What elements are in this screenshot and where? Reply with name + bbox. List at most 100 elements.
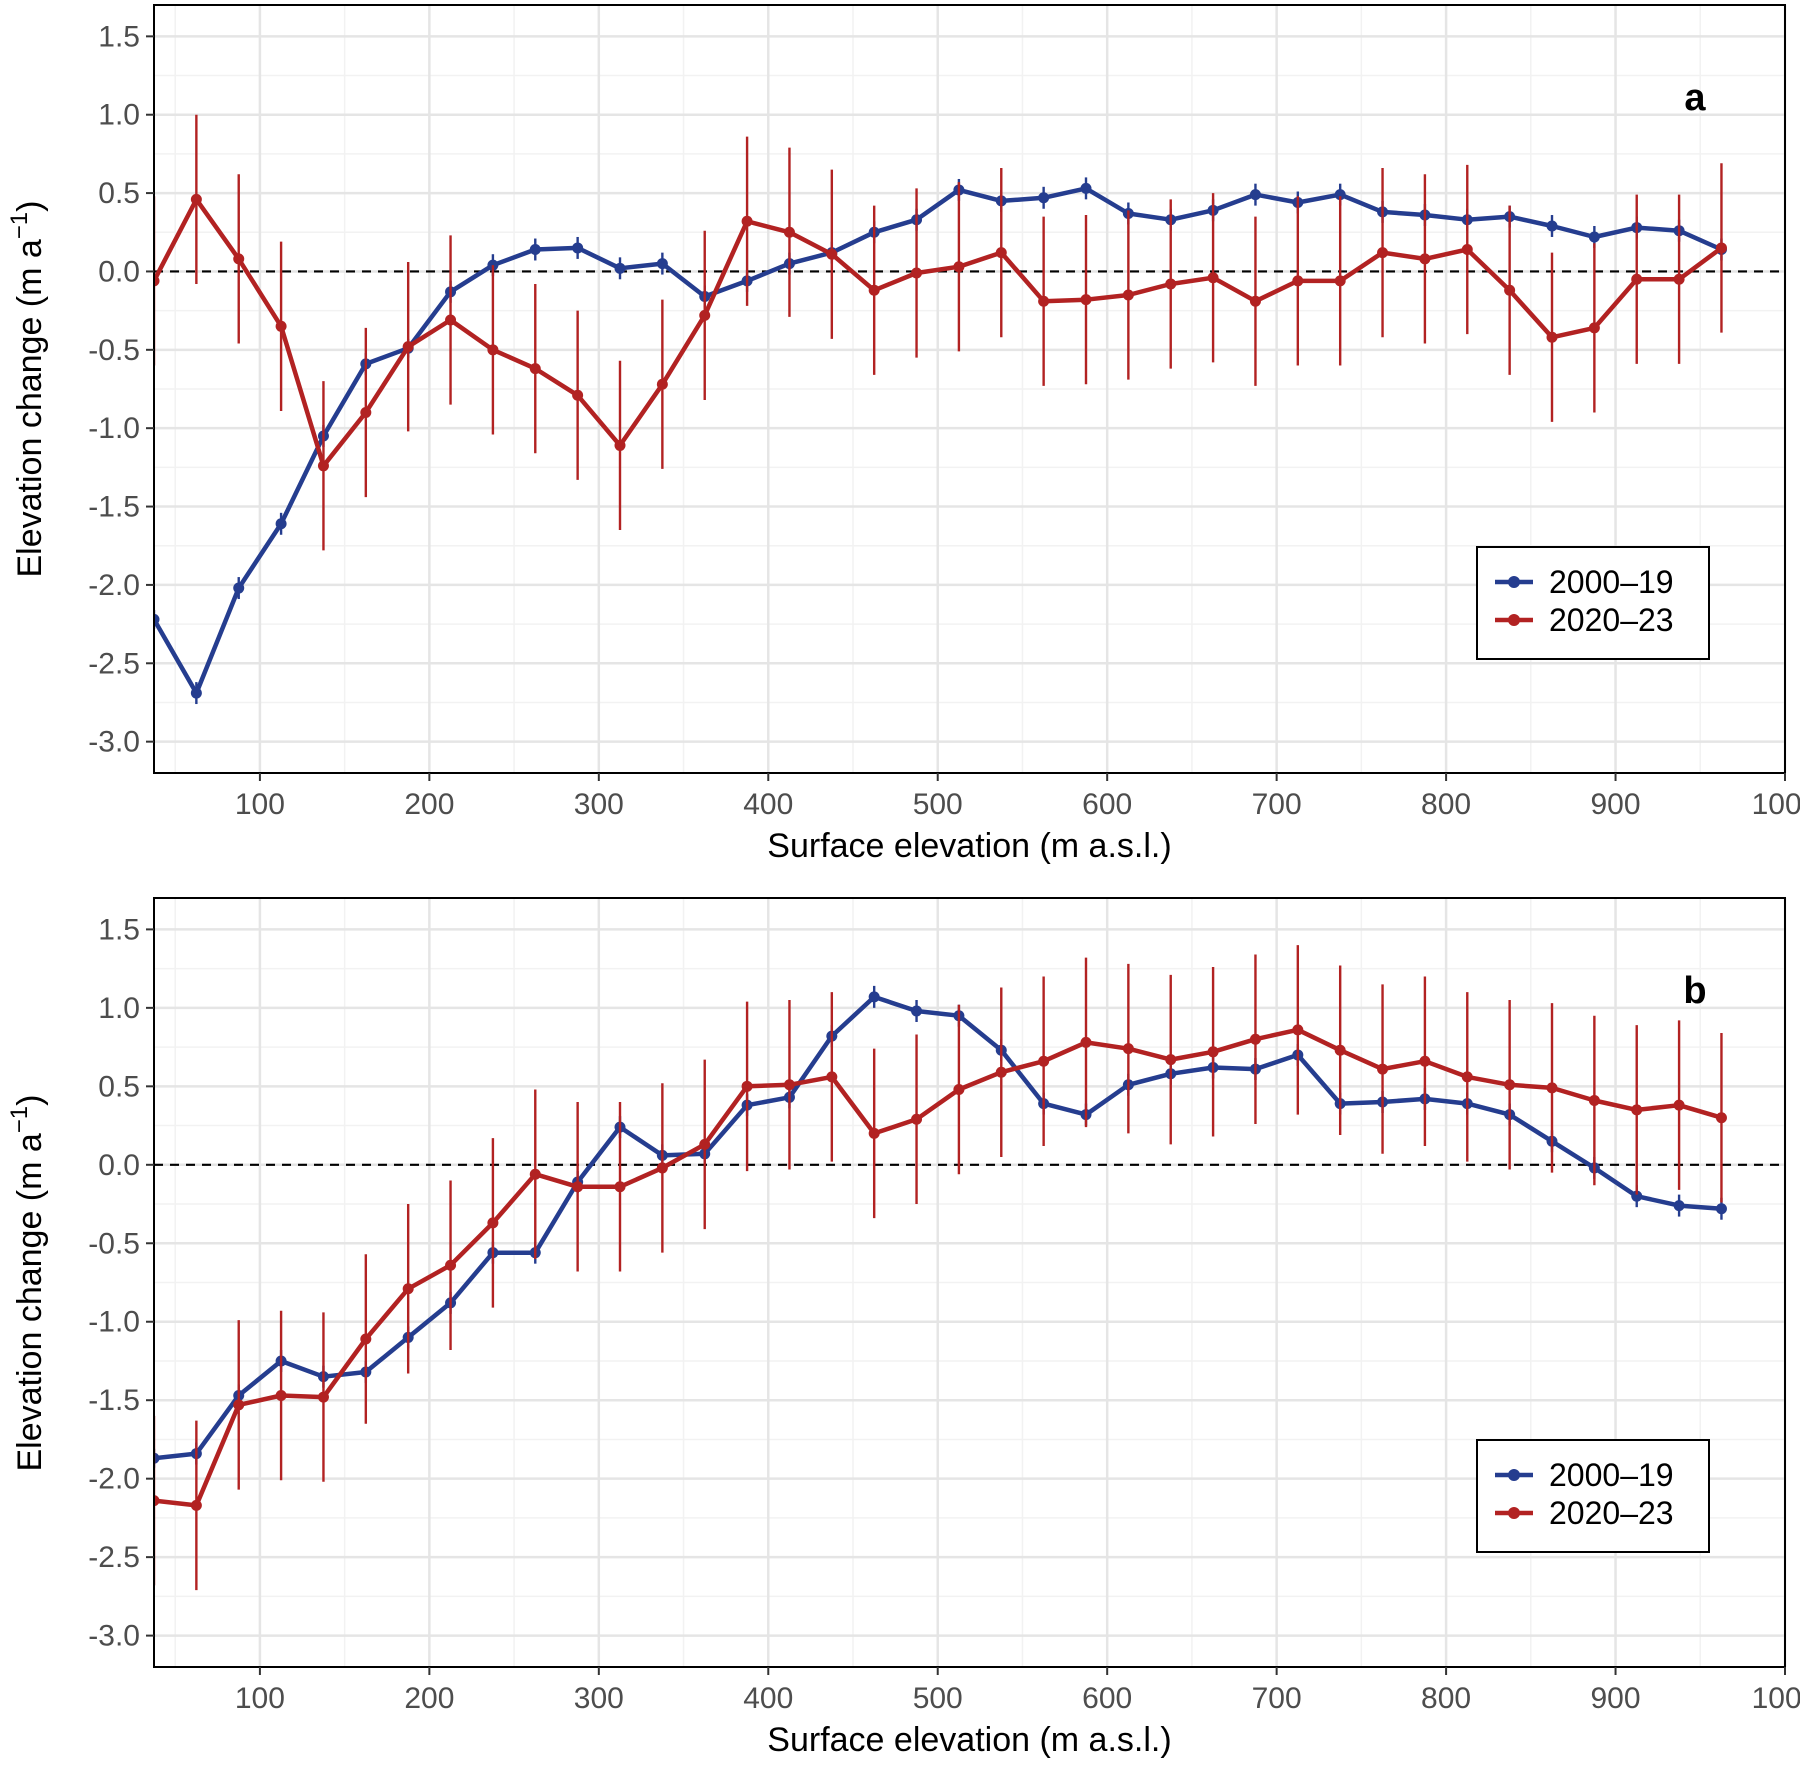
legend-key-point <box>1508 576 1520 588</box>
y-tick-label: -1.0 <box>88 1306 140 1339</box>
data-point <box>1292 275 1304 287</box>
data-point <box>1038 1055 1050 1067</box>
data-point <box>275 518 287 530</box>
data-point <box>1334 189 1346 201</box>
x-axis-title: Surface elevation (m a.s.l.) <box>767 1721 1171 1759</box>
x-tick-label: 700 <box>1252 1682 1302 1715</box>
data-point <box>1715 1203 1727 1215</box>
x-tick-label: 100 <box>235 788 285 821</box>
legend-key-point <box>1508 1507 1520 1519</box>
data-point <box>1504 284 1516 296</box>
data-point <box>995 1066 1007 1078</box>
y-axis-title-close: ) <box>11 1094 49 1105</box>
data-point <box>1673 273 1685 285</box>
data-point <box>1292 1024 1304 1036</box>
data-point <box>360 1333 372 1345</box>
data-point <box>487 344 499 356</box>
x-tick-label: 800 <box>1421 1682 1471 1715</box>
legend-label: 2020–23 <box>1549 1495 1674 1531</box>
data-point <box>783 226 795 238</box>
legend-item: 2020–23 <box>1495 602 1674 638</box>
data-point <box>1165 1054 1177 1066</box>
data-point <box>360 407 372 419</box>
data-point <box>1080 294 1092 306</box>
data-point <box>1631 1104 1643 1116</box>
data-point <box>154 1452 160 1464</box>
x-tick-label: 1000 <box>1752 788 1800 821</box>
data-point <box>1334 275 1346 287</box>
y-tick-label: -2.0 <box>88 569 140 602</box>
data-point <box>1249 1033 1261 1045</box>
data-point <box>317 1391 329 1403</box>
y-tick-label: 0.0 <box>98 1149 140 1182</box>
panel-border <box>153 897 1786 1668</box>
y-tick-label: -0.5 <box>88 334 140 367</box>
data-point <box>911 267 923 279</box>
x-tick-label: 200 <box>404 1682 454 1715</box>
data-point <box>154 613 160 625</box>
data-point <box>911 1113 923 1125</box>
legend-key-point <box>1508 614 1520 626</box>
data-point <box>953 261 965 273</box>
x-tick-label: 400 <box>743 1682 793 1715</box>
data-point <box>233 582 245 594</box>
data-point <box>1122 1043 1134 1055</box>
panel-a: 100 200 300 400 500 600 700 800 900 1000 1.5 1.0 0.5… <box>6 4 1800 865</box>
series-2020–23 <box>154 114 1727 551</box>
data-point <box>1588 231 1600 243</box>
data-point <box>529 363 541 375</box>
y-axis-title-superscript: −1 <box>6 212 33 239</box>
legend-key-point <box>1508 1469 1520 1481</box>
panel-border <box>153 4 1786 774</box>
data-point <box>402 341 414 353</box>
data-point <box>1165 278 1177 290</box>
x-tick-label: 800 <box>1421 788 1471 821</box>
data-point <box>1038 192 1050 204</box>
y-axis-title-close: ) <box>11 200 49 211</box>
y-tick-label: -2.5 <box>88 1541 140 1574</box>
y-tick-label: -2.0 <box>88 1463 140 1496</box>
data-point <box>1080 182 1092 194</box>
y-axis-title: Elevation change (m a−1) <box>6 200 49 577</box>
x-axis-title: Surface elevation (m a.s.l.) <box>767 827 1171 865</box>
series-2020–23 <box>154 945 1727 1591</box>
data-point <box>1673 1099 1685 1111</box>
series-line <box>154 186 1724 696</box>
y-tick-label: -1.5 <box>88 491 140 524</box>
legend-item: 2000–19 <box>1495 564 1674 600</box>
data-point <box>1207 272 1219 284</box>
panel-label: b <box>1683 970 1706 1012</box>
x-tick-label: 900 <box>1591 788 1641 821</box>
legend-item: 2000–19 <box>1495 1457 1674 1493</box>
data-point <box>1631 273 1643 285</box>
y-tick-label: -1.5 <box>88 1384 140 1417</box>
data-point <box>190 1499 202 1511</box>
axis-ticks <box>146 35 1786 781</box>
x-tick-label: 900 <box>1591 1682 1641 1715</box>
y-tick-label: 1.0 <box>98 99 140 132</box>
data-point <box>1419 253 1431 265</box>
data-point <box>741 1080 753 1092</box>
x-tick-label: 500 <box>913 788 963 821</box>
axis-ticks <box>146 928 1786 1675</box>
minor-grid <box>154 5 1785 773</box>
x-tick-label: 400 <box>743 788 793 821</box>
data-point <box>741 215 753 227</box>
x-tick-label: 600 <box>1082 788 1132 821</box>
data-point <box>868 284 880 296</box>
data-point <box>1419 1055 1431 1067</box>
data-point <box>1546 1082 1558 1094</box>
y-axis-title-main: Elevation change (m a <box>11 1133 49 1471</box>
data-point <box>953 1083 965 1095</box>
data-point <box>445 1259 457 1271</box>
y-tick-label: 1.5 <box>98 913 140 946</box>
legend-label: 2000–19 <box>1549 564 1674 600</box>
data-point <box>445 314 457 326</box>
data-point <box>233 1399 245 1411</box>
y-axis-title: Elevation change (m a−1) <box>6 1094 49 1471</box>
legend-box <box>1476 1439 1710 1553</box>
data-point <box>1334 1044 1346 1056</box>
data-point <box>614 262 626 274</box>
data-point <box>402 1283 414 1295</box>
